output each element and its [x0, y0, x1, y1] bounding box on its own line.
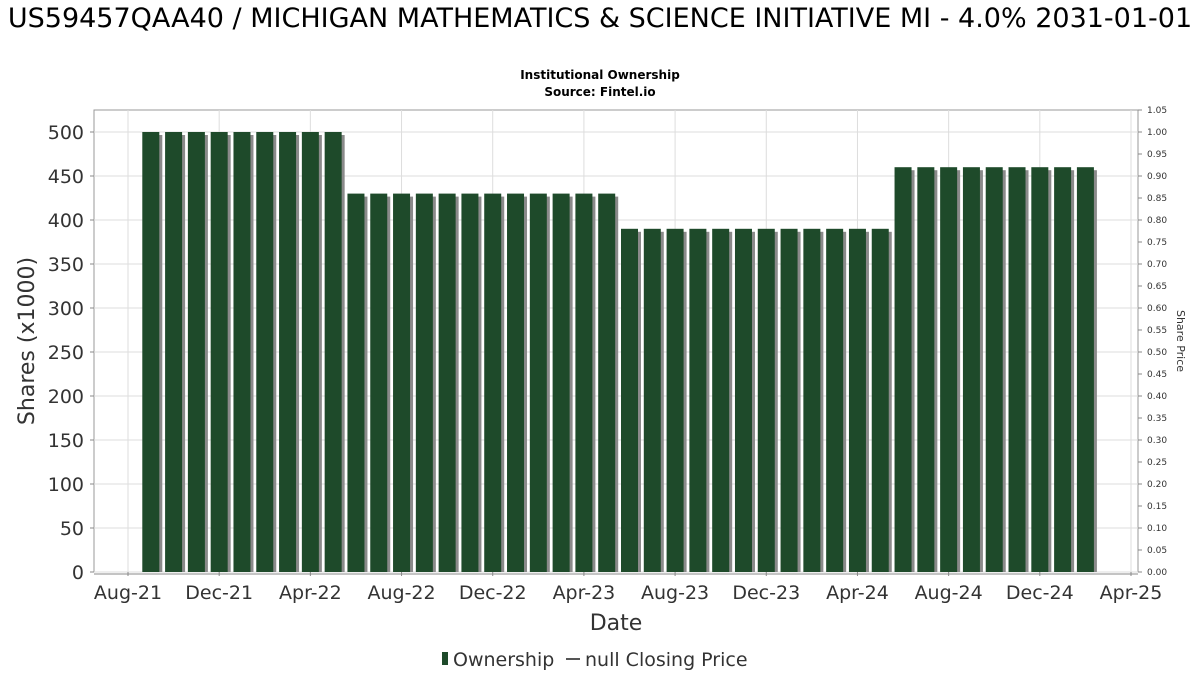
y-tick-label: 50	[60, 518, 84, 540]
bar	[757, 228, 775, 573]
x-tick-label: Dec-22	[459, 582, 527, 604]
bar	[780, 228, 798, 573]
bar	[552, 193, 570, 572]
y2-tick-label: 0.90	[1147, 172, 1167, 182]
x-tick-label: Apr-24	[826, 582, 889, 604]
bar	[1076, 167, 1094, 572]
y-tick-label: 0	[72, 562, 84, 584]
bar	[1031, 167, 1049, 572]
y2-tick-label: 0.05	[1147, 546, 1167, 556]
bar	[598, 193, 616, 572]
bar	[415, 193, 433, 572]
bar	[279, 132, 297, 572]
bar	[210, 132, 228, 572]
bar	[826, 228, 844, 573]
bar	[256, 132, 274, 572]
bar	[393, 193, 411, 572]
y2-tick-label: 0.80	[1147, 216, 1167, 226]
y2-tick-label: 0.65	[1147, 282, 1167, 292]
y2-tick-label: 0.40	[1147, 392, 1167, 402]
y2-tick-label: 0.85	[1147, 194, 1167, 204]
chart-source: Source: Fintel.io	[544, 85, 656, 99]
y-tick-label: 450	[48, 166, 84, 188]
bar	[712, 228, 730, 573]
y-tick-label: 250	[48, 342, 84, 364]
x-tick-label: Dec-21	[185, 582, 253, 604]
bar	[301, 132, 319, 572]
y2-tick-label: 0.75	[1147, 238, 1167, 248]
bar	[165, 132, 183, 572]
bar	[734, 228, 752, 573]
bar	[575, 193, 593, 572]
bar	[347, 193, 365, 572]
bar	[962, 167, 980, 572]
x-tick-label: Dec-23	[732, 582, 800, 604]
bar	[1054, 167, 1072, 572]
bar	[233, 132, 251, 572]
chart-subtitle: Institutional Ownership	[520, 68, 680, 82]
bar	[507, 193, 525, 572]
legend-price-label: null Closing Price	[585, 649, 748, 671]
y2-axis-label: Share Price	[1174, 310, 1187, 372]
y2-tick-label: 0.70	[1147, 260, 1167, 270]
bar	[484, 193, 502, 572]
y2-tick-label: 0.25	[1147, 458, 1167, 468]
y-tick-label: 300	[48, 298, 84, 320]
x-tick-label: Aug-22	[367, 582, 435, 604]
x-tick-label: Dec-24	[1006, 582, 1074, 604]
bar	[666, 228, 684, 573]
y2-tick-label: 0.10	[1147, 524, 1167, 534]
y2-tick-label: 0.60	[1147, 304, 1167, 314]
y2-tick-label: 0.15	[1147, 502, 1167, 512]
bar	[461, 193, 479, 572]
y2-tick-label: 0.30	[1147, 436, 1167, 446]
bar	[848, 228, 866, 573]
bar	[529, 193, 547, 572]
bar	[894, 167, 912, 572]
x-tick-label: Aug-21	[94, 582, 162, 604]
y2-tick-label: 0.20	[1147, 480, 1167, 490]
bar	[324, 132, 342, 572]
x-tick-label: Aug-23	[641, 582, 709, 604]
x-tick-label: Apr-23	[553, 582, 616, 604]
bar	[917, 167, 935, 572]
y-axis-label: Shares (x1000)	[15, 257, 40, 425]
bar	[643, 228, 661, 573]
y2-tick-label: 0.50	[1147, 348, 1167, 358]
bar	[1008, 167, 1026, 572]
bar	[871, 228, 889, 573]
bar	[803, 228, 821, 573]
legend-ownership-swatch	[442, 652, 448, 665]
bar	[621, 228, 638, 573]
y2-tick-label: 1.00	[1147, 128, 1167, 138]
chart-title: US59457QAA40 / MICHIGAN MATHEMATICS & SC…	[7, 3, 1193, 34]
bar	[142, 132, 160, 572]
x-tick-label: Aug-24	[915, 582, 983, 604]
bar	[187, 132, 205, 572]
y2-tick-label: 0.55	[1147, 326, 1167, 336]
y2-tick-label: 0.45	[1147, 370, 1167, 380]
y2-tick-label: 0.95	[1147, 150, 1167, 160]
legend-ownership-label: Ownership	[453, 649, 554, 671]
y-tick-label: 350	[48, 254, 84, 276]
y-tick-label: 400	[48, 210, 84, 232]
y-tick-label: 200	[48, 386, 84, 408]
bar	[940, 167, 958, 572]
y-tick-label: 500	[48, 122, 84, 144]
x-tick-label: Apr-22	[279, 582, 342, 604]
x-tick-label: Apr-25	[1100, 582, 1163, 604]
y2-tick-label: 1.05	[1147, 106, 1167, 116]
y2-tick-label: 0.00	[1147, 568, 1167, 578]
y-tick-label: 100	[48, 474, 84, 496]
bar	[689, 228, 707, 573]
bar	[438, 193, 456, 572]
bar	[370, 193, 388, 572]
y-tick-label: 150	[48, 430, 84, 452]
bar	[985, 167, 1003, 572]
y2-tick-label: 0.35	[1147, 414, 1167, 424]
x-axis-label: Date	[590, 611, 643, 636]
